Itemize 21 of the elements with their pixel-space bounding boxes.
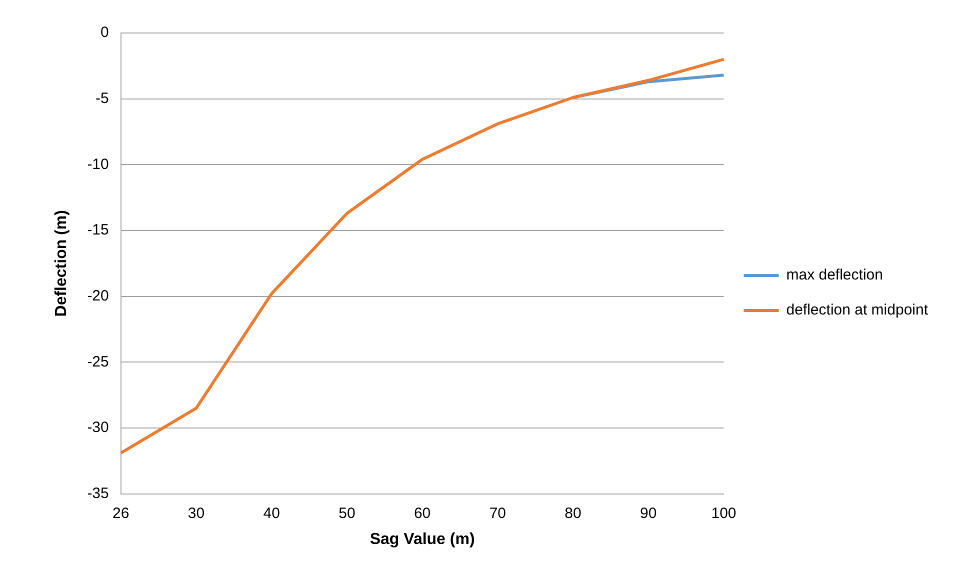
x-tick-label: 100 <box>711 504 736 522</box>
y-tick-label: -15 <box>87 222 109 239</box>
x-tick-label: 26 <box>112 504 130 522</box>
legend-label: deflection at midpoint <box>786 302 929 319</box>
y-axis-title: Deflection (m) <box>53 210 70 317</box>
y-tick-label: -20 <box>87 287 109 304</box>
y-tick-label: -10 <box>87 156 109 173</box>
x-axis-title: Sag Value (m) <box>370 530 475 548</box>
y-tick-label: 0 <box>100 24 109 42</box>
x-tick-label: 80 <box>564 504 582 522</box>
x-tick-label: 40 <box>263 504 280 522</box>
x-tick-label: 90 <box>640 504 657 522</box>
x-tick-label: 60 <box>414 504 431 522</box>
legend-label: max deflection <box>786 266 883 284</box>
y-tick-label: -35 <box>87 484 109 502</box>
x-tick-label: 50 <box>338 504 356 522</box>
y-tick-label: -5 <box>96 90 109 107</box>
y-tick-label: -25 <box>87 353 109 370</box>
y-tick-label: -30 <box>87 419 109 436</box>
x-tick-label: 30 <box>188 504 205 522</box>
x-tick-label: 70 <box>489 504 506 522</box>
